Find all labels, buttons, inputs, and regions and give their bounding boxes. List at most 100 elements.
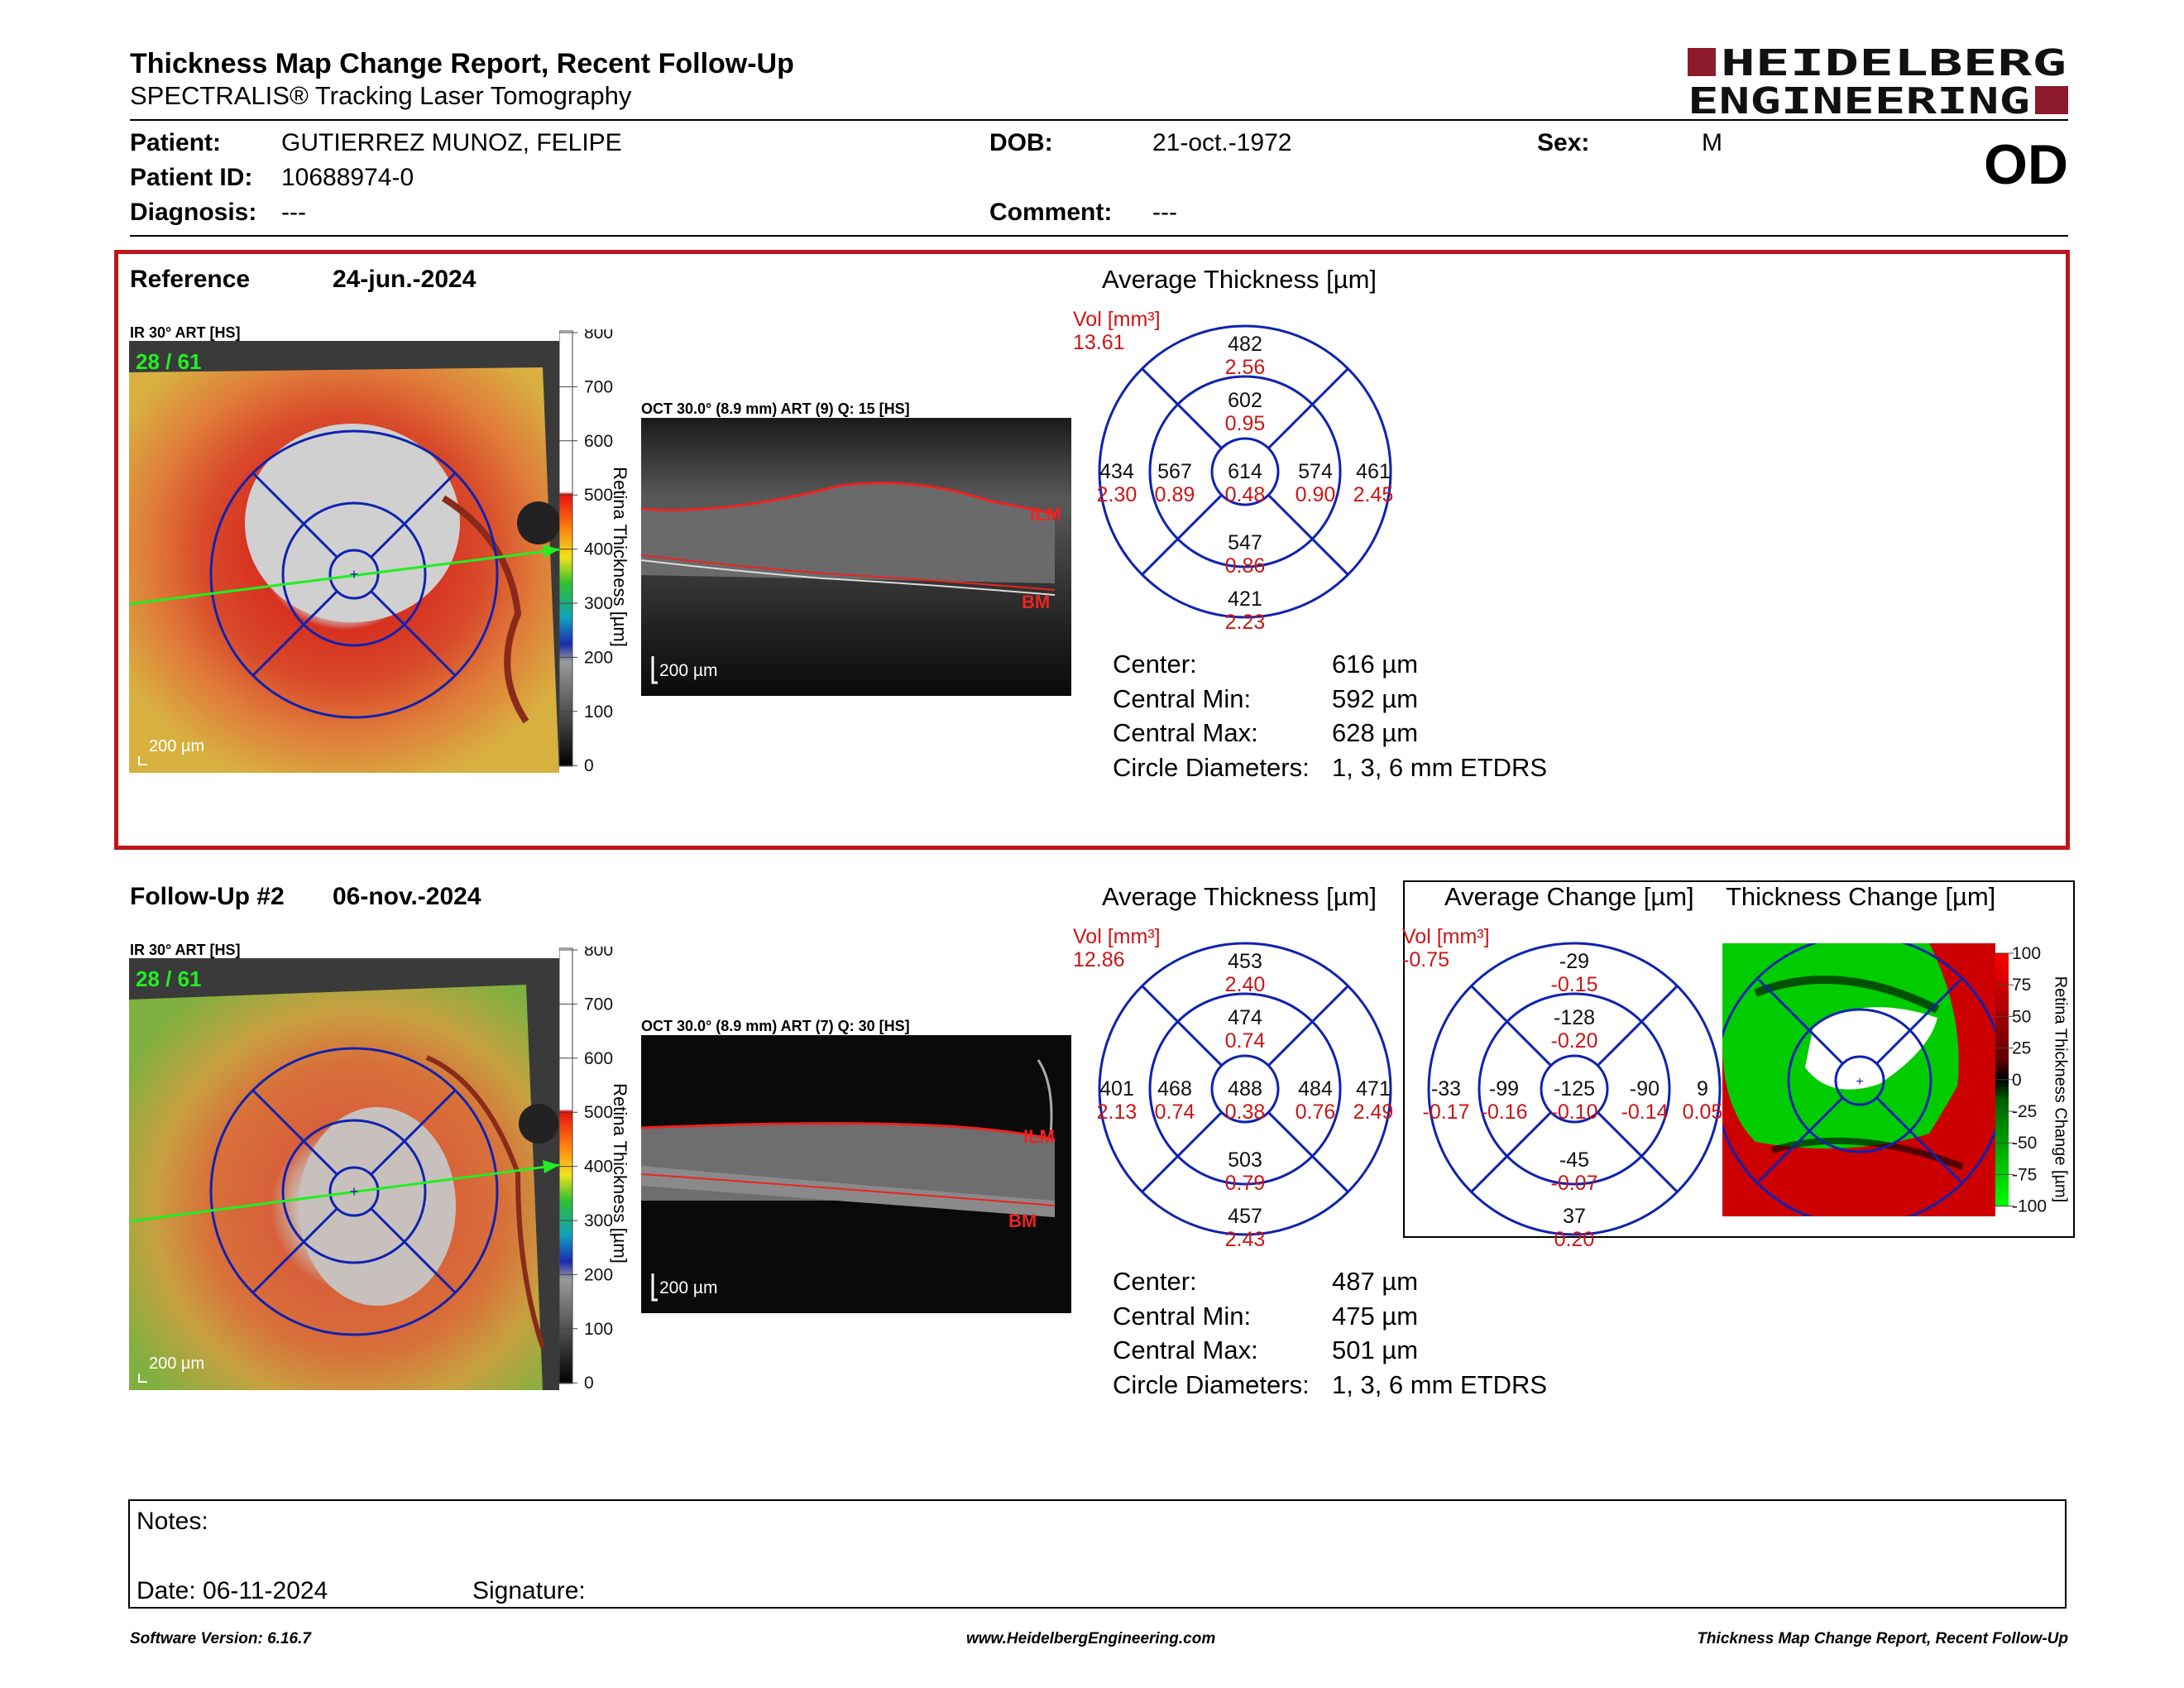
ref-stat-center-value: 616 µm: [1332, 650, 1419, 679]
sector-outer-top-thickness: 453: [1228, 950, 1262, 973]
sector-inner-left-volume: 0.74: [1155, 1101, 1195, 1124]
sector-outer-left-volume: -0.17: [1423, 1101, 1470, 1124]
colorbar-tick-label: 0: [584, 756, 594, 771]
reference-oct-scan: ILM BM 200 µm: [641, 418, 1071, 696]
dob-label: DOB:: [989, 129, 1053, 156]
ref-counter: 28 / 61: [136, 349, 202, 374]
vol-label: Vol [mm³]: [1073, 308, 1161, 331]
signature-label: Signature:: [472, 1577, 586, 1604]
followup-label: Follow-Up #2: [130, 883, 285, 910]
sector-inner-bottom-volume: 0.79: [1225, 1172, 1266, 1195]
heidelberg-logo: HEIDELBERG ENGINEERING: [1688, 46, 2068, 116]
sector-outer-right-volume: 2.45: [1353, 483, 1394, 506]
sector-inner-right-volume: 0.76: [1296, 1101, 1336, 1124]
colorbar-tick-label: 600: [584, 432, 613, 451]
fu-stat-min-label: Central Min:: [1113, 1302, 1252, 1331]
sector-inner-top-thickness: 602: [1228, 389, 1262, 412]
vol-value: -0.75: [1402, 948, 1449, 971]
colorbar-tick-label: 100: [2012, 944, 2041, 963]
patient-rule: [130, 235, 2068, 237]
vol-value: 13.61: [1073, 331, 1125, 354]
sector-center-volume: 0.38: [1225, 1101, 1266, 1124]
colorbar-tick-label: 100: [584, 1320, 613, 1339]
vol-label: Vol [mm³]: [1073, 925, 1161, 948]
sector-outer-left-thickness: -33: [1431, 1077, 1461, 1101]
colorbar-tick-label: 400: [584, 540, 613, 559]
fu-map-scale: 200 µm: [149, 1355, 204, 1373]
ref-ir-label: IR 30° ART [HS]: [130, 324, 241, 341]
fu-oct-label: OCT 30.0° (8.9 mm) ART (7) Q: 30 [HS]: [641, 1018, 910, 1034]
change-colorbar-title: Retina Thickness Change [µm]: [2051, 976, 2070, 1203]
sex-value: M: [1702, 129, 1722, 156]
sector-inner-left-thickness: -99: [1489, 1077, 1519, 1101]
ref-stat-max-label: Central Max:: [1113, 718, 1258, 747]
fu-ir-label: IR 30° ART [HS]: [130, 942, 241, 958]
ref-stat-min-label: Central Min:: [1113, 684, 1252, 713]
sector-inner-top-volume: -0.20: [1551, 1029, 1598, 1053]
report-subtitle: SPECTRALIS® Tracking Laser Tomography: [130, 81, 632, 110]
colorbar-tick-label: 300: [584, 594, 613, 613]
sector-center-volume: -0.10: [1551, 1101, 1598, 1124]
ref-stat-diam-label: Circle Diameters:: [1113, 753, 1310, 782]
ref-stat-min-value: 592 µm: [1332, 684, 1419, 713]
sector-inner-bottom-thickness: 503: [1228, 1149, 1262, 1172]
sector-outer-left-volume: 2.13: [1097, 1101, 1138, 1124]
vol-label: Vol [mm³]: [1402, 925, 1490, 948]
ref-avg-thickness-title: Average Thickness [µm]: [1102, 265, 1377, 294]
fu-bm-label: BM: [1008, 1211, 1037, 1231]
sector-inner-bottom-thickness: -45: [1559, 1149, 1589, 1172]
fu-avg-thickness-title: Average Thickness [µm]: [1102, 882, 1377, 911]
sector-inner-right-thickness: 574: [1298, 460, 1333, 483]
colorbar-tick-label: 200: [584, 648, 613, 667]
avg-change-title: Average Change [µm]: [1444, 882, 1694, 911]
sector-outer-top-thickness: 482: [1228, 333, 1262, 356]
colorbar-tick-label: 300: [584, 1211, 613, 1230]
sector-inner-top-volume: 0.74: [1225, 1029, 1266, 1053]
reference-section-frame: [114, 250, 2070, 850]
fu-colorbar-ticks: 800 700 600 500 400 300 200 100 0: [559, 947, 613, 1388]
sector-inner-left-volume: 0.89: [1155, 483, 1195, 506]
sector-inner-right-volume: 0.90: [1296, 483, 1336, 506]
ref-stat-center-label: Center:: [1113, 650, 1197, 679]
colorbar-tick-label: 100: [584, 703, 613, 722]
notes-box[interactable]: Notes: Date: 06-11-2024 Signature:: [128, 1499, 2067, 1609]
colorbar-tick-label: 25: [2012, 1039, 2031, 1058]
patient-name: GUTIERREZ MUNOZ, FELIPE: [281, 129, 622, 156]
sector-outer-left-volume: 2.30: [1097, 483, 1138, 506]
fu-colorbar-title: Retina Thickness [µm]: [610, 1083, 630, 1264]
ref-stat-max-value: 628 µm: [1332, 718, 1419, 747]
fu-stat-min-value: 475 µm: [1332, 1302, 1419, 1331]
patient-id: 10688974-0: [281, 164, 414, 191]
thickness-change-title: Thickness Change [µm]: [1726, 882, 1996, 911]
colorbar-tick-label: -100: [2012, 1197, 2047, 1216]
sector-outer-left-thickness: 401: [1099, 1077, 1134, 1101]
svg-text:+: +: [1856, 1075, 1863, 1089]
followup-date: 06-nov.-2024: [333, 883, 481, 910]
svg-text:HEIDELBERG: HEIDELBERG: [1721, 46, 2067, 84]
colorbar-tick-label: 800: [584, 947, 613, 960]
sector-outer-bottom-thickness: 37: [1563, 1205, 1586, 1228]
change-etdrs-grid: -29-0.15-128-0.20-33-0.17-99-0.16-125-0.…: [1402, 925, 1723, 1251]
followup-thickness-map: + 28 / 61 200 µm: [129, 958, 559, 1390]
fu-stat-max-label: Central Max:: [1113, 1336, 1258, 1364]
sector-inner-bottom-thickness: 547: [1228, 531, 1262, 554]
sector-outer-right-thickness: 9: [1697, 1077, 1708, 1101]
sector-inner-right-volume: -0.14: [1621, 1101, 1669, 1124]
notes-date: Date: 06-11-2024: [136, 1577, 328, 1604]
sector-inner-bottom-volume: 0.86: [1225, 554, 1266, 578]
sector-inner-left-thickness: 468: [1157, 1077, 1192, 1101]
colorbar-tick-label: 500: [584, 1103, 613, 1122]
footer-software-version: Software Version: 6.16.7: [130, 1630, 311, 1647]
sector-outer-right-volume: 0.05: [1683, 1101, 1723, 1124]
fu-ilm-label: ILM: [1023, 1126, 1055, 1147]
sector-outer-bottom-volume: 2.43: [1225, 1228, 1266, 1251]
diagnosis-value: ---: [281, 199, 306, 226]
sector-inner-top-volume: 0.95: [1225, 412, 1266, 435]
sector-center-thickness: 488: [1228, 1077, 1262, 1101]
footer-website[interactable]: www.HeidelbergEngineering.com: [966, 1630, 1216, 1647]
ref-stat-diam-value: 1, 3, 6 mm ETDRS: [1332, 753, 1548, 782]
colorbar-tick-label: 500: [584, 486, 613, 505]
sector-inner-top-thickness: 474: [1228, 1006, 1262, 1029]
sector-center-volume: 0.48: [1225, 483, 1266, 506]
ref-oct-label: OCT 30.0° (8.9 mm) ART (9) Q: 15 [HS]: [641, 400, 910, 417]
